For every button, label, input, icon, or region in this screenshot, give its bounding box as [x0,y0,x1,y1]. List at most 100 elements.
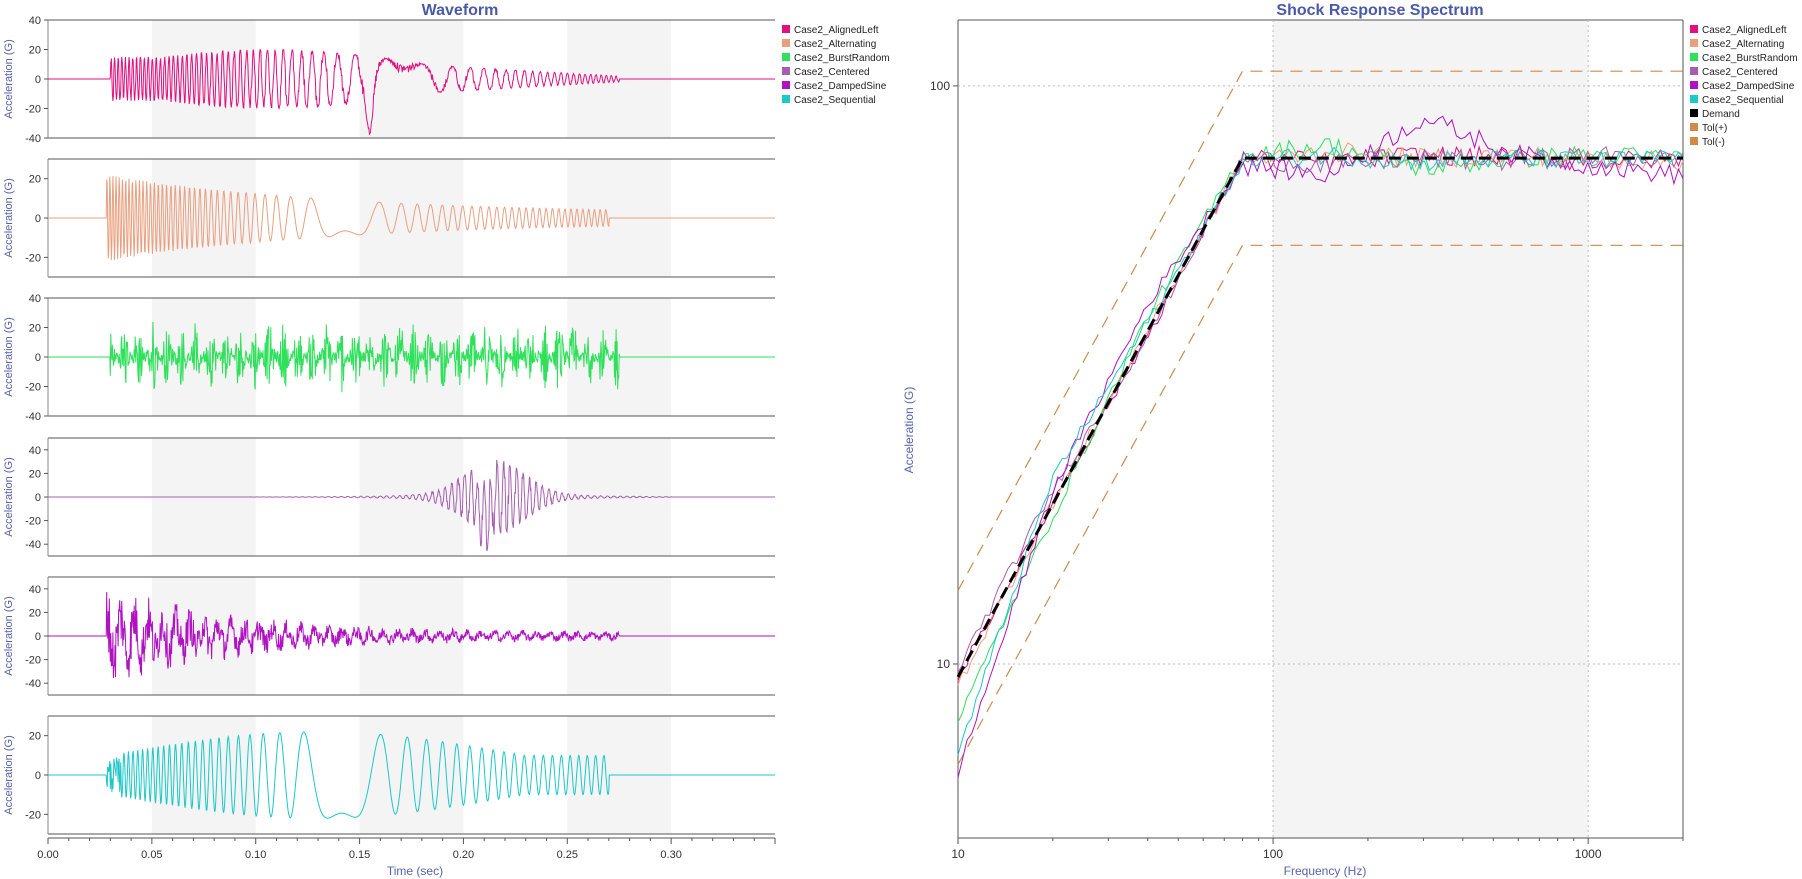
series-line-Case2_Sequential [48,731,775,819]
tol-plus-line [957,70,1683,591]
legend-swatch [1690,39,1698,47]
y-tick-label: 20 [29,323,41,335]
plot-band [151,20,256,138]
legend-swatch [782,95,790,103]
y-tick-label: 0 [35,631,41,643]
y-tick-label: 20 [29,607,41,619]
y-tick-label: -40 [25,539,41,551]
legend-label: Case2_DampedSine [794,81,887,92]
plot-band [151,716,256,834]
waveform-x-axis-label: Time (sec) [387,864,443,878]
legend-swatch [1690,81,1698,89]
waveform-panel-1: 40 20 0 -20 -40 Acceleration (G) [3,15,775,145]
srs-series-Case2_Centered [957,146,1684,673]
y-tick-label: 10 [937,657,951,671]
y-axis-label: Acceleration (G) [3,457,15,536]
legend-swatch [1690,53,1698,61]
x-tick-label: 0.10 [245,849,266,861]
y-axis-label: Acceleration (G) [3,596,15,675]
y-tick-label: 40 [29,584,41,596]
y-axis-label: Acceleration (G) [3,39,15,118]
legend-label: Case2_BurstRandom [794,53,890,64]
y-tick-label: -40 [25,678,41,690]
legend-swatch [782,67,790,75]
waveform-title: Waveform [422,2,499,19]
y-axis-label: Acceleration (G) [3,178,15,257]
y-tick-label: 100 [930,79,950,93]
legend-label: Case2_Sequential [794,95,876,106]
y-tick-label: -20 [25,809,41,821]
series-line-Case2_BurstRandom [48,321,775,393]
y-tick-label: 40 [29,445,41,457]
legend-swatch [1690,137,1698,145]
x-tick-label: 0.20 [453,849,474,861]
legend-swatch [782,53,790,61]
y-tick-label: 20 [29,731,41,743]
plot-band [1273,20,1589,838]
srs-chart: 10 100 1000 10 100 [930,19,1684,861]
series-line-Case2_DampedSine [48,591,775,678]
y-tick-label: 0 [35,492,41,504]
legend-label: Case2_AlignedLeft [1702,25,1787,36]
legend-label: Case2_Sequential [1702,95,1784,106]
legend-swatch [1690,25,1698,33]
x-tick-label: 0.30 [660,849,681,861]
y-tick-label: 20 [29,468,41,480]
plot-band [359,577,464,695]
legend-label: Case2_BurstRandom [1702,53,1798,64]
y-tick-label: -20 [25,655,41,667]
srs-x-axis-label: Frequency (Hz) [1284,864,1367,878]
y-tick-label: 40 [29,293,41,305]
y-tick-label: 0 [35,770,41,782]
legend-swatch [1690,123,1698,131]
waveform-panel-6: 20 0 -20 Acceleration (G) [3,715,775,835]
x-tick-label: 0.25 [557,849,578,861]
y-tick-label: -40 [25,133,41,145]
y-tick-label: 0 [35,74,41,86]
y-tick-label: -20 [25,516,41,528]
waveform-chart: 40 20 0 -20 -40 Acceleration (G) 20 0 -20 Acceler… [3,15,776,861]
waveform-legend: Case2_AlignedLeft Case2_Alternating Case2_… [782,25,890,106]
y-axis-label: Acceleration (G) [3,735,15,814]
waveform-panel-2: 20 0 -20 Acceleration (G) [3,158,775,278]
legend-label: Demand [1702,109,1740,120]
legend-label: Case2_Alternating [1702,39,1784,50]
legend-swatch [782,25,790,33]
series-line-Case2_Alternating [48,176,775,260]
y-tick-label: -20 [25,104,41,116]
legend-label: Tol(+) [1702,123,1727,134]
srs-y-axis-label: Acceleration (G) [902,387,916,474]
x-tick-label: 10 [951,847,965,861]
legend-swatch [1690,67,1698,75]
y-tick-label: 40 [29,15,41,27]
y-tick-label: -20 [25,252,41,264]
x-tick-label: 1000 [1575,847,1602,861]
x-tick-label: 100 [1263,847,1283,861]
tol-minus-line [957,244,1683,765]
waveform-panel-4: 40 20 0 -20 -40 Acceleration (G) [3,437,775,557]
legend-label: Case2_DampedSine [1702,81,1795,92]
legend-label: Case2_AlignedLeft [794,25,879,36]
legend-label: Tol(-) [1702,137,1725,148]
plot-band [359,159,464,277]
plot-band [359,20,464,138]
demand-line [956,156,1683,678]
y-tick-label: 0 [35,213,41,225]
srs-title: Shock Response Spectrum [1276,2,1483,19]
legend-label: Case2_Centered [1702,67,1778,78]
waveform-panel-5: 40 20 0 -20 -40 Acceleration (G) [3,576,775,696]
legend-label: Case2_Centered [794,67,870,78]
x-tick-label: 0.05 [141,849,162,861]
x-tick-label: 0.15 [349,849,370,861]
srs-series-Case2_Sequential [957,146,1684,756]
series-line-Case2_AlignedLeft [48,48,775,136]
y-tick-label: 20 [29,45,41,57]
legend-label: Case2_Alternating [794,39,876,50]
plot-band [359,716,464,834]
legend-swatch [1690,95,1698,103]
legend-swatch [1690,109,1698,117]
x-tick-label: 0.00 [37,849,58,861]
legend-swatch [782,81,790,89]
y-axis-label: Acceleration (G) [3,317,15,396]
y-tick-label: -40 [25,411,41,423]
